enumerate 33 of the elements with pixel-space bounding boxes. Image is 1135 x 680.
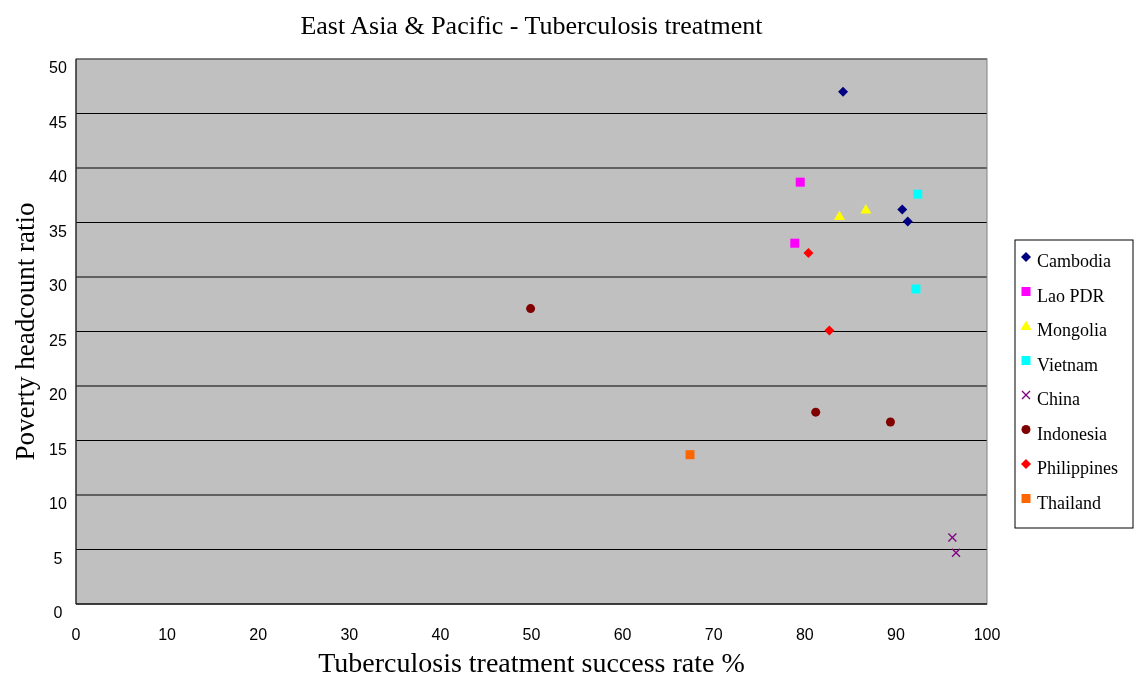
x-tick-label: 40 — [431, 626, 450, 643]
y-tick-label: 45 — [49, 113, 67, 131]
y-tick-label: 30 — [49, 277, 67, 294]
y-tick-label: 10 — [49, 495, 67, 512]
legend-label: China — [1037, 389, 1081, 409]
x-tick-label: 80 — [795, 626, 814, 643]
y-tick-label: 15 — [49, 440, 67, 458]
y-tick-label: 25 — [49, 331, 67, 349]
legend-label: Thailand — [1037, 492, 1101, 513]
x-tick-label: 70 — [704, 626, 723, 643]
y-tick-label: 50 — [49, 59, 67, 76]
y-tick-label: 40 — [49, 168, 67, 185]
y-axis-title: Poverty headcount ratio — [10, 202, 40, 461]
y-tick-label: 20 — [49, 386, 67, 403]
legend-label: Vietnam — [1037, 354, 1098, 375]
legend-label: Cambodia — [1037, 251, 1111, 271]
chart-title: East Asia & Pacific - Tuberculosis treatment — [300, 11, 764, 40]
legend-label: Philippines — [1037, 458, 1119, 478]
x-tick-label: 20 — [249, 626, 268, 643]
x-tick-label: 30 — [340, 626, 359, 643]
legend-label: Lao PDR — [1037, 285, 1105, 306]
legend-label: Mongolia — [1037, 320, 1108, 340]
x-tick-label: 0 — [71, 626, 81, 643]
x-tick-label: 50 — [522, 626, 541, 643]
y-tick-label: 35 — [49, 222, 67, 240]
x-tick-label: 90 — [887, 626, 905, 643]
x-tick-label: 10 — [158, 626, 177, 643]
legend-label: Indonesia — [1037, 423, 1107, 444]
x-axis-title: Tuberculosis treatment success rate % — [318, 647, 745, 678]
x-tick-label: 60 — [613, 626, 632, 643]
y-tick-label: 5 — [53, 549, 63, 567]
x-tick-label: 100 — [973, 626, 1001, 643]
y-tick-label: 0 — [53, 604, 63, 621]
